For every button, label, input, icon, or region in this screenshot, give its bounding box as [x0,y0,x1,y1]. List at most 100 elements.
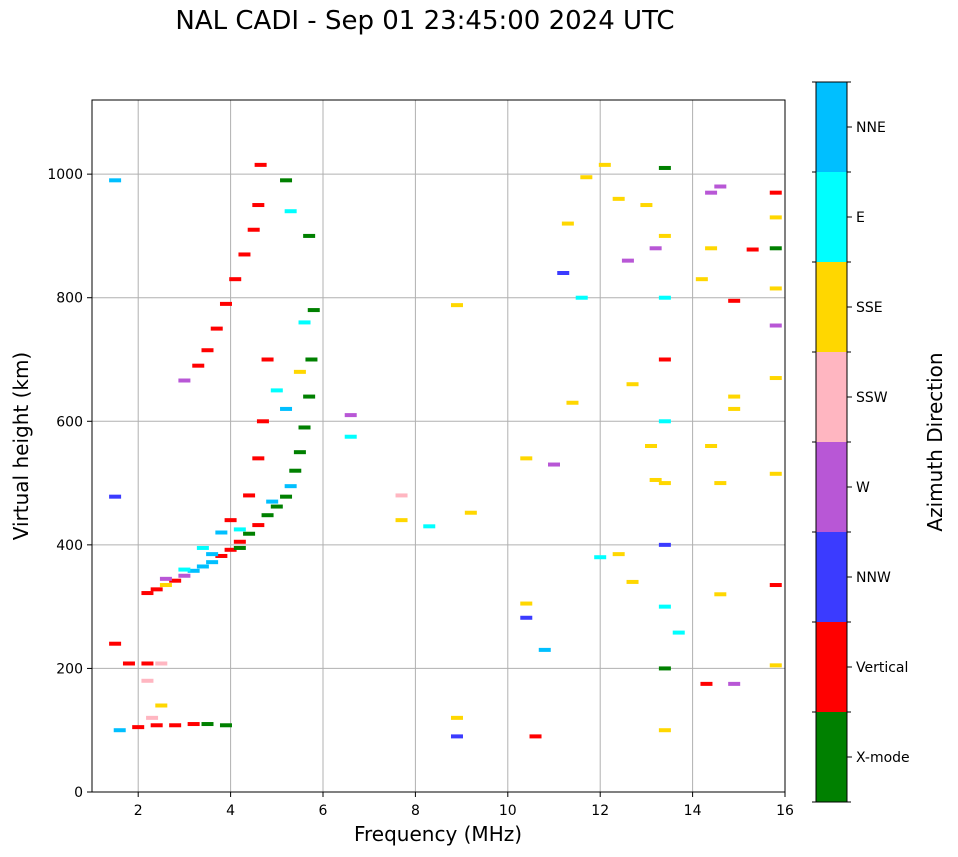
data-point [769,286,782,291]
data-point [141,661,154,666]
colorbar-tick-label: SSE [856,300,883,316]
data-point [658,419,671,424]
data-point [219,723,232,728]
data-point [293,369,306,374]
colorbar-tick-label: NNE [856,120,886,136]
data-point [520,615,533,620]
data-point [298,320,311,325]
data-point [155,703,168,708]
data-point [109,641,122,646]
colorbar-tick-label: Vertical [856,660,908,676]
data-point [714,184,727,189]
data-point [215,553,228,558]
data-point [705,444,718,448]
data-point [252,203,265,208]
data-point [150,723,163,728]
data-point [450,303,463,308]
data-point [261,357,274,362]
data-point [695,277,708,282]
data-point [714,592,727,597]
x-tick-label: 14 [684,803,702,819]
data-point [261,513,274,518]
data-point [113,728,126,733]
data-point [598,162,611,167]
plot-frame [91,99,786,793]
data-point [538,647,551,652]
data-point [254,162,267,167]
data-point [769,323,782,328]
x-tick-label: 6 [319,803,328,819]
data-point [206,560,219,565]
data-point [243,493,256,498]
data-point [557,271,570,275]
data-point [307,308,320,313]
data-point [769,246,782,251]
colorbar-tick-label: X-mode [856,750,910,766]
data-point [109,494,122,499]
data-point [206,552,219,557]
data-point [575,295,588,300]
data-point [187,722,200,727]
data-point [769,471,782,476]
colorbar-segment [816,82,847,172]
data-point [256,419,269,424]
colorbar-frame [815,81,848,803]
data-point [224,547,237,552]
data-point [580,175,593,180]
data-point [450,734,463,739]
y-tick-label: 800 [56,291,83,307]
data-point [658,728,671,733]
data-point [769,190,782,195]
y-tick-label: 0 [74,785,83,801]
data-point [303,394,316,399]
data-point [658,357,671,362]
data-point [201,348,214,353]
data-point [233,527,246,532]
data-point [298,425,311,430]
data-point [224,518,237,523]
data-point [109,178,122,183]
data-point [612,552,625,557]
data-point [658,604,671,609]
y-axis: 0 200 400 600 800 1000 [47,167,92,801]
data-point [566,400,579,405]
data-point [700,681,713,686]
grid-lines [92,100,786,793]
data-point [769,376,782,381]
colorbar-segment [816,352,847,442]
colorbar-segment [816,172,847,262]
data-point [159,576,172,581]
x-tick-label: 16 [776,803,794,819]
data-point [169,578,182,583]
colorbar-segment [816,262,847,352]
data-point [270,388,283,393]
y-tick-label: 1000 [47,167,83,183]
data-point [621,258,634,263]
data-point [196,545,209,550]
x-tick-label: 10 [499,803,517,819]
data-point [423,524,436,529]
colorbar-segment [816,622,847,712]
data-point [594,555,607,560]
data-point [395,518,408,523]
data-point [303,233,316,238]
data-points [109,162,782,739]
data-point [464,510,477,515]
data-point [270,504,283,509]
y-tick-label: 200 [56,661,83,677]
data-point [196,564,209,569]
x-tick-label: 4 [226,803,235,819]
data-point [520,601,533,606]
data-point [658,542,671,547]
data-point [746,247,759,252]
y-axis-label: Virtual height (km) [9,352,33,541]
data-point [233,539,246,544]
data-point [146,715,159,720]
data-point [612,196,625,201]
data-point [280,406,293,411]
data-point [705,190,718,195]
data-point [252,523,265,528]
data-point [229,277,242,282]
data-point [280,494,293,499]
